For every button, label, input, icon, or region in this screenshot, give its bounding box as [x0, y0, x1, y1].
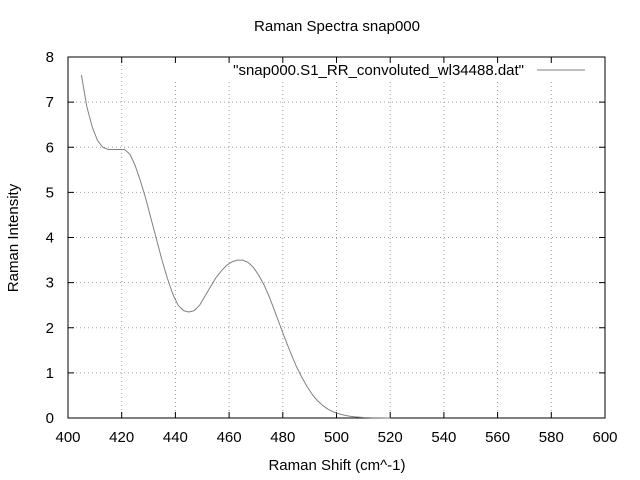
legend: "snap000.S1_RR_convoluted_wl34488.dat"	[233, 62, 585, 79]
x-axis-label: Raman Shift (cm^-1)	[268, 457, 405, 474]
y-tick-label: 8	[46, 49, 54, 66]
x-tick-label: 400	[55, 429, 80, 446]
plot-frame	[67, 56, 606, 419]
chart-title: Raman Spectra snap000	[254, 18, 420, 35]
y-tick-label: 7	[46, 94, 54, 111]
y-tick-label: 3	[46, 275, 54, 292]
grid-lines	[68, 57, 605, 418]
x-tick-label: 580	[539, 429, 564, 446]
y-tick-labels: 0 1 2 3 4 5 6 7 8	[46, 49, 54, 427]
series-layer	[80, 75, 391, 419]
y-tick-label: 5	[46, 184, 54, 201]
x-tick-label: 460	[217, 429, 242, 446]
series-line	[80, 75, 391, 419]
y-tick-label: 4	[46, 230, 54, 247]
x-tick-label: 480	[270, 429, 295, 446]
legend-label: "snap000.S1_RR_convoluted_wl34488.dat"	[233, 62, 524, 79]
y-tick-label: 2	[46, 320, 54, 337]
y-tick-label: 1	[46, 365, 54, 382]
x-tick-label: 540	[431, 429, 456, 446]
y-tick-label: 6	[46, 139, 54, 156]
x-tick-label: 520	[378, 429, 403, 446]
x-tick-label: 560	[485, 429, 510, 446]
x-tick-labels: 400 420 440 460 480 500 520 540 560 580 600	[55, 429, 617, 446]
y-tick-label: 0	[46, 410, 54, 427]
x-tick-label: 600	[592, 429, 617, 446]
x-tick-label: 500	[324, 429, 349, 446]
x-tick-label: 420	[109, 429, 134, 446]
x-tick-label: 440	[163, 429, 188, 446]
y-axis-label: Raman Intensity	[5, 183, 22, 292]
